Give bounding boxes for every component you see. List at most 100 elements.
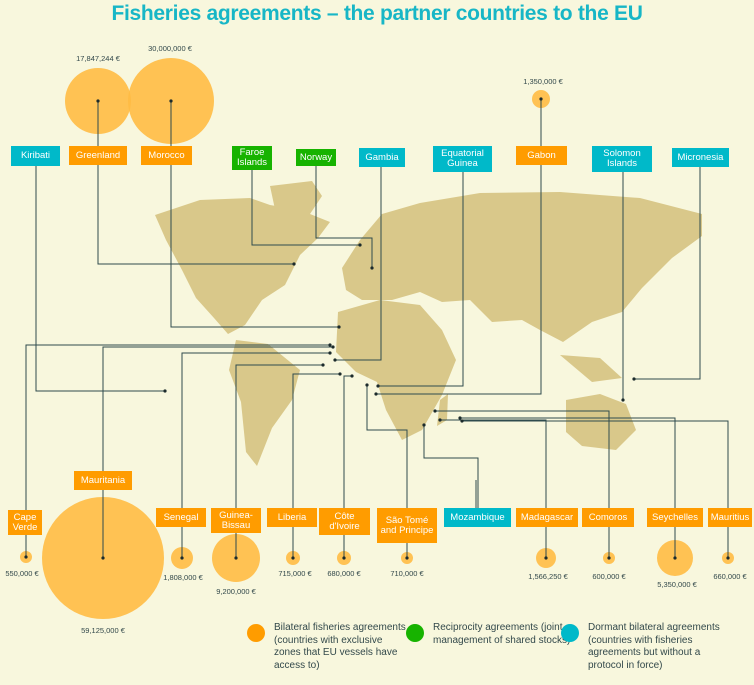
location-dot-cote-d-ivoire	[350, 374, 354, 378]
bubble-center-dot	[291, 556, 295, 560]
legend-text: Dormant bilateral agreements (countries …	[588, 622, 720, 671]
leader-line-equatorial-guinea	[378, 172, 464, 387]
amount-label-gabon: 1,350,000 €	[523, 77, 563, 86]
country-label-cape-verde: Cape Verde	[8, 510, 42, 535]
location-dot-comoros	[433, 409, 437, 413]
leader-line-senegal	[181, 352, 330, 558]
bubble-center-dot	[180, 556, 184, 560]
legend-text: Reciprocity agreements (joint management…	[433, 622, 571, 646]
bubble-center-dot	[405, 556, 409, 560]
continent-south-america	[229, 340, 300, 466]
legend-swatch-icon	[561, 624, 579, 642]
country-label-solomon-islands: Solomon Islands	[592, 146, 652, 172]
amount-label-sao-tome-and-principe: 710,000 €	[390, 569, 424, 578]
leader-line-comoros	[435, 410, 610, 558]
leader-line-kiribati	[35, 166, 165, 392]
country-name: Liberia	[277, 511, 307, 523]
country-label-sao-tome-and-principe: São Tomé and Principe	[377, 508, 437, 543]
location-dot-mauritius	[460, 419, 464, 423]
amount-label-comoros: 600,000 €	[592, 572, 626, 581]
leader-line-greenland	[97, 101, 294, 265]
country-label-comoros: Comoros	[582, 508, 634, 527]
leader-line-guinea-bissau	[235, 364, 323, 558]
country-name: Gambia	[365, 151, 399, 163]
amount-label-cote-d-ivoire: 680,000 €	[327, 569, 361, 578]
legend-item-dormant: Dormant bilateral agreements (countries …	[561, 622, 738, 672]
continent-eurasia	[342, 192, 702, 342]
amount-label-senegal: 1,808,000 €	[163, 573, 203, 582]
leader-lines	[24, 97, 730, 560]
location-dot-kiribati	[163, 389, 167, 393]
country-name: São Tomé and Principe	[380, 514, 434, 536]
amount-label-mauritius: 660,000 €	[713, 572, 747, 581]
bubble-center-dot	[342, 556, 346, 560]
amount-label-greenland: 17,847,244 €	[76, 54, 120, 63]
country-name: Senegal	[163, 511, 199, 523]
amount-label-seychelles: 5,350,000 €	[657, 580, 697, 589]
country-name: Cape Verde	[12, 511, 38, 533]
leader-line-mozambique	[423, 425, 479, 508]
bubble-center-dot	[726, 556, 730, 560]
leader-line-madagascar	[440, 419, 547, 558]
country-label-greenland: Greenland	[69, 146, 127, 165]
leader-line-sao-tome-and-principe	[366, 385, 408, 558]
country-name: Comoros	[588, 511, 628, 523]
country-label-madagascar: Madagascar	[516, 508, 578, 527]
bubble-center-dot	[24, 555, 28, 559]
world-map	[155, 181, 702, 466]
country-name: Faroe Islands	[236, 147, 268, 168]
country-label-gambia: Gambia	[359, 148, 405, 167]
country-label-faroe-islands: Faroe Islands	[232, 146, 272, 170]
country-name: Greenland	[75, 149, 121, 161]
country-label-cote-d-ivoire: Côte d'Ivoire	[319, 508, 370, 535]
amount-label-cape-verde: 550,000 €	[5, 569, 39, 578]
country-name: Norway	[299, 151, 333, 163]
country-name: Kiribati	[20, 150, 51, 161]
location-dot-greenland	[292, 262, 296, 266]
location-dot-liberia	[338, 372, 342, 376]
leader-line-cote-d-ivoire	[343, 375, 352, 558]
country-name: Micronesia	[677, 151, 724, 163]
bubble-center-dot	[673, 556, 677, 560]
country-label-guinea-bissau: Guinea-Bissau	[211, 508, 261, 533]
location-dot-morocco	[337, 325, 341, 329]
continent-africa	[336, 300, 456, 440]
leader-line-gabon	[376, 99, 542, 395]
country-label-seychelles: Seychelles	[647, 508, 703, 527]
country-label-norway: Norway	[296, 149, 336, 166]
bubble-center-dot	[234, 556, 238, 560]
bubble-center-dot	[101, 556, 105, 560]
country-label-gabon: Gabon	[516, 146, 567, 165]
location-dot-norway	[370, 266, 374, 270]
leader-line-mauritius	[462, 420, 729, 558]
location-dot-sao-tome-and-principe	[365, 383, 369, 387]
leader-line-micronesia	[634, 167, 701, 380]
country-name: Equatorial Guinea	[441, 148, 484, 169]
location-dot-guinea-bissau	[321, 363, 325, 367]
country-name: Côte d'Ivoire	[329, 510, 360, 532]
bubble-center-dot	[607, 556, 611, 560]
bubble-center-dot	[539, 97, 543, 101]
leader-line-mauritania	[102, 346, 333, 558]
amount-label-madagascar: 1,566,250 €	[528, 572, 568, 581]
location-dot-mozambique	[422, 423, 426, 427]
page-title: Fisheries agreements – the partner count…	[111, 2, 643, 25]
location-dot-equatorial-guinea	[376, 384, 380, 388]
country-label-kiribati: Kiribati	[11, 146, 60, 166]
location-dot-madagascar	[438, 418, 442, 422]
country-name: Madagascar	[520, 511, 574, 523]
location-dot-senegal	[328, 351, 332, 355]
bubble-center-dot	[169, 99, 173, 103]
continent-madagascar	[437, 394, 448, 426]
legend-swatch-icon	[247, 624, 265, 642]
legend-text: Bilateral fisheries agreements (countrie…	[274, 622, 406, 671]
continent-southeast-asia	[560, 355, 622, 382]
continent-greenland	[270, 181, 322, 236]
country-name: Mauritius	[710, 511, 750, 523]
leader-line-cape-verde	[25, 344, 330, 557]
leader-line-liberia	[292, 373, 340, 558]
country-label-liberia: Liberia	[267, 508, 317, 527]
amount-label-mauritania: 59,125,000 €	[81, 626, 125, 635]
legend-item-reciprocity: Reciprocity agreements (joint management…	[406, 622, 583, 647]
